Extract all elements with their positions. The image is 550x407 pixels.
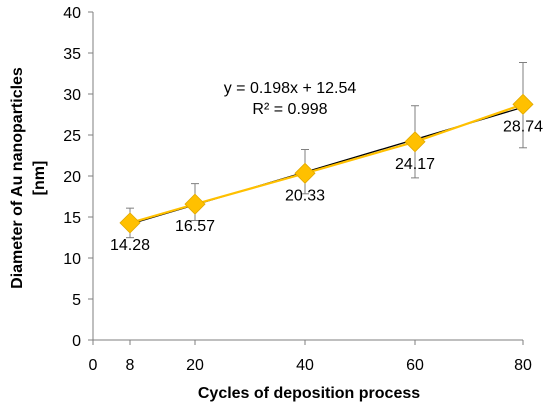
y-axis-title-line1: Diameter of Au nanoparticles: [9, 67, 26, 289]
y-tick-label: 5: [72, 292, 81, 309]
y-tick-label: 35: [63, 46, 81, 63]
x-tick-label: 0: [89, 357, 98, 374]
y-tick-label: 0: [72, 333, 81, 350]
y-tick-label: 40: [63, 5, 81, 22]
x-tick-label: 40: [296, 357, 314, 374]
x-tick-label: 60: [406, 357, 424, 374]
data-label: 28.74: [503, 118, 543, 135]
y-tick-label: 15: [63, 210, 81, 227]
data-label: 24.17: [395, 156, 435, 173]
y-tick-label: 25: [63, 128, 81, 145]
trendline-r-squared: R² = 0.998: [252, 101, 327, 118]
diamond-marker: [184, 193, 206, 215]
trendline-equation: y = 0.198x + 12.54: [224, 80, 357, 97]
series-group: [119, 62, 534, 239]
diamond-marker: [294, 162, 316, 184]
data-label: 16.57: [175, 218, 215, 235]
y-tick-label: 10: [63, 251, 81, 268]
data-label: 14.28: [110, 237, 150, 254]
data-label: 20.33: [285, 187, 325, 204]
diamond-marker: [512, 93, 534, 115]
x-tick-label: 80: [514, 357, 532, 374]
data-labels: 14.28 16.57 20.33 24.17 28.74: [110, 118, 543, 254]
x-tick-label: 8: [126, 357, 135, 374]
diamond-marker: [404, 131, 426, 153]
x-tick-label: 20: [186, 357, 204, 374]
y-axis-title-line2: [nm]: [31, 161, 48, 196]
y-tick-label: 30: [63, 87, 81, 104]
diamond-marker: [119, 212, 141, 234]
ticks: 0 5 10 15 20 25 30 35 40 0 8 20 40 60 80: [63, 5, 532, 374]
x-axis-title: Cycles of deposition process: [198, 385, 420, 402]
y-tick-label: 20: [63, 169, 81, 186]
